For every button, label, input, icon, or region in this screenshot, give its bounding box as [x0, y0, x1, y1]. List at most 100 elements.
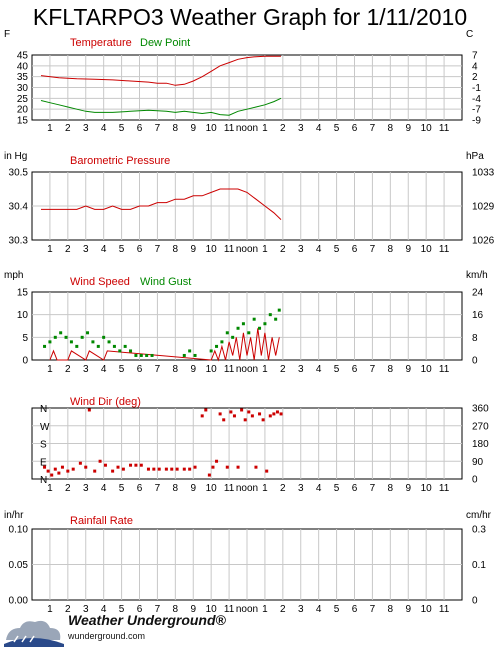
x-tick-label: 11 — [439, 604, 450, 612]
series-wind-gust — [43, 308, 281, 357]
x-tick-label: 1 — [262, 244, 268, 255]
x-tick-label: 6 — [352, 123, 358, 134]
x-tick-label: 4 — [101, 244, 107, 255]
x-tick-label: 4 — [101, 604, 107, 612]
panel-1 — [31, 54, 463, 121]
data-point — [121, 467, 125, 471]
x-tick-label: 8 — [173, 483, 179, 494]
y-tick-right: 360 — [472, 404, 489, 415]
data-point — [157, 467, 161, 471]
data-point — [250, 414, 254, 418]
y-tick-right: -1 — [472, 83, 481, 94]
x-tick-label: 11 — [224, 244, 235, 255]
x-tick-label: 4 — [316, 123, 322, 134]
data-point — [268, 313, 272, 317]
unit-left-label: F — [4, 29, 10, 40]
series-line — [40, 55, 281, 86]
data-point — [152, 467, 156, 471]
data-point — [207, 473, 211, 477]
x-tick-label: 7 — [370, 244, 376, 255]
panel-title: Temperature — [70, 37, 132, 49]
data-point — [75, 344, 79, 348]
x-tick-label: 8 — [173, 364, 179, 375]
x-tick-label: 2 — [280, 244, 286, 255]
x-tick-label: 6 — [137, 604, 143, 612]
x-tick-label: 4 — [101, 483, 107, 494]
x-tick-label: 1 — [262, 604, 268, 612]
data-point — [258, 412, 262, 416]
data-point — [265, 469, 269, 473]
x-tick-label: 6 — [137, 364, 143, 375]
y-tick-left: 15 — [17, 288, 29, 299]
data-point — [69, 340, 73, 344]
page-title: KFLTARPO3 Weather Graph for 1/11/2010 — [32, 4, 468, 30]
data-point — [53, 335, 57, 339]
data-point — [86, 331, 90, 335]
compass-label: N — [40, 404, 47, 415]
data-point — [175, 467, 179, 471]
y-tick-left: 0.05 — [9, 560, 29, 571]
panel-title-2: Wind Gust — [140, 276, 191, 288]
x-tick-label: 3 — [298, 123, 304, 134]
data-point — [118, 349, 122, 353]
series-barometric-pressure — [41, 188, 282, 220]
x-tick-label: noon — [236, 244, 258, 255]
data-point — [252, 317, 256, 321]
unit-left-label: in Hg — [4, 151, 27, 162]
x-tick-label: 10 — [421, 123, 433, 134]
x-tick-label: 2 — [65, 244, 71, 255]
x-tick-label: 11 — [224, 364, 235, 375]
x-tick-label: noon — [236, 483, 258, 494]
x-tick-label: 10 — [206, 123, 218, 134]
data-point — [145, 353, 149, 357]
y-tick-left: 10 — [17, 310, 29, 321]
data-point — [240, 408, 244, 412]
x-tick-label: 3 — [83, 123, 89, 134]
data-point — [116, 465, 120, 469]
x-tick-label: 6 — [137, 483, 143, 494]
unit-right-label: hPa — [466, 151, 484, 162]
data-point — [87, 408, 91, 412]
series-wind-dir-deg- — [43, 408, 283, 477]
y-tick-right: 270 — [472, 421, 489, 432]
unit-right-label: km/h — [466, 270, 488, 281]
data-point — [102, 335, 106, 339]
y-tick-right: 0.3 — [472, 525, 486, 536]
x-tick-label: noon — [236, 123, 258, 134]
x-tick-label: 2 — [280, 483, 286, 494]
panel-title: Rainfall Rate — [70, 515, 133, 527]
data-point — [78, 461, 82, 465]
data-point — [241, 322, 245, 326]
x-tick-label: 11 — [439, 123, 450, 134]
unit-left-label: in/hr — [4, 510, 24, 521]
x-tick-label: 8 — [388, 604, 394, 612]
compass-label: N — [40, 475, 47, 486]
data-point — [43, 344, 47, 348]
data-point — [274, 317, 278, 321]
brand-name: Weather Underground® — [68, 612, 226, 628]
data-point — [268, 414, 272, 418]
data-point — [272, 412, 276, 416]
panel-title: Wind Speed — [70, 276, 130, 288]
x-tick-label: 8 — [173, 604, 179, 612]
data-point — [222, 418, 226, 422]
x-tick-label: 11 — [439, 364, 450, 375]
data-point — [164, 467, 168, 471]
data-point — [91, 340, 95, 344]
x-tick-label: 7 — [370, 604, 376, 612]
y-tick-right: 1026 — [472, 236, 495, 247]
x-tick-label: 5 — [334, 364, 340, 375]
data-point — [204, 408, 208, 412]
data-point — [139, 353, 143, 357]
x-tick-label: 8 — [388, 123, 394, 134]
x-tick-label: 1 — [262, 123, 268, 134]
x-tick-label: 7 — [155, 244, 161, 255]
x-tick-label: 9 — [190, 244, 196, 255]
footer-logo[interactable]: Weather Underground® wunderground.com — [0, 612, 260, 647]
y-tick-right: 1029 — [472, 202, 495, 213]
data-point — [66, 469, 70, 473]
series-dew-point — [40, 97, 282, 116]
data-point — [150, 353, 154, 357]
compass-label: S — [40, 440, 47, 451]
x-tick-label: 10 — [421, 364, 433, 375]
